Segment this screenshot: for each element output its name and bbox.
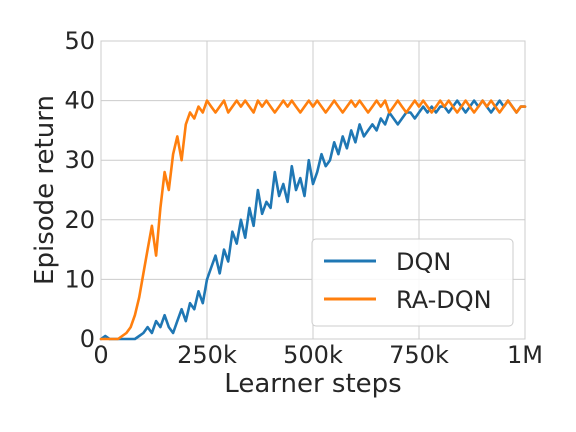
- legend-label-ra-dqn: RA-DQN: [396, 286, 492, 314]
- x-axis-label: Learner steps: [224, 369, 401, 399]
- y-tick-label: 20: [64, 206, 95, 234]
- legend: DQN RA-DQN: [311, 238, 514, 327]
- y-tick-label: 50: [64, 27, 95, 55]
- y-tick-label: 30: [64, 146, 95, 174]
- tick-labels: 0 250k 500k 750k 1M 0 10 20 30 40 50: [64, 27, 543, 369]
- y-axis-label: Episode return: [30, 95, 60, 285]
- x-tick-label: 750k: [389, 341, 449, 369]
- y-tick-label: 0: [80, 325, 95, 353]
- y-tick-label: 10: [64, 265, 95, 293]
- x-tick-label: 250k: [177, 341, 237, 369]
- x-tick-label: 500k: [283, 341, 343, 369]
- series-line-dqn: [99, 99, 527, 341]
- y-tick-label: 40: [64, 87, 95, 115]
- series-lines: [99, 99, 527, 341]
- series-line-ra-dqn: [99, 99, 527, 341]
- x-tick-label: 1M: [507, 341, 543, 369]
- legend-label-dqn: DQN: [396, 248, 451, 276]
- plot-area-frame: [100, 40, 526, 340]
- x-tick-label: 0: [93, 341, 108, 369]
